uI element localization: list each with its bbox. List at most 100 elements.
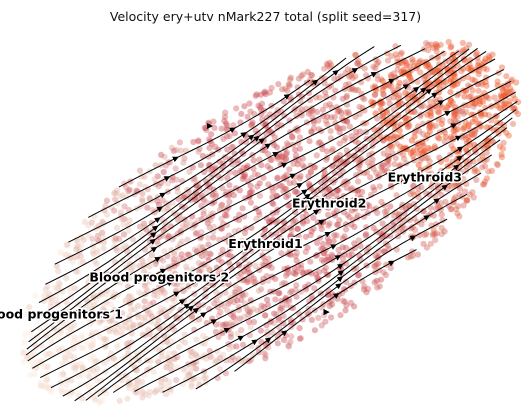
cell-point (126, 217, 133, 224)
cell-point (304, 244, 311, 251)
cell-point (430, 230, 437, 237)
cell-point (347, 299, 355, 306)
cell-point (226, 169, 233, 176)
cell-point (246, 100, 253, 107)
cell-point (455, 90, 462, 97)
cell-point (316, 202, 323, 209)
cell-point (291, 188, 299, 195)
cell-point (297, 109, 304, 117)
cell-point (208, 140, 215, 147)
cell-point (296, 134, 303, 141)
cell-point (60, 307, 67, 314)
cell-point (474, 168, 481, 175)
cell-point (238, 296, 245, 304)
cell-point (280, 218, 287, 225)
cell-point (442, 58, 449, 65)
cell-point (313, 152, 320, 159)
cell-point (274, 174, 281, 181)
cell-point (352, 113, 359, 120)
velocity-streamline (34, 50, 460, 320)
cell-point (276, 290, 283, 297)
cell-point (280, 154, 287, 161)
cell-point (161, 290, 168, 297)
cell-point (341, 298, 348, 305)
cell-point (283, 171, 290, 178)
cell-point (229, 143, 236, 150)
cell-point (262, 91, 269, 98)
cell-point (358, 90, 365, 98)
cell-point (292, 209, 299, 216)
cell-point (32, 292, 39, 299)
cell-point (140, 220, 148, 227)
cell-point (286, 82, 293, 89)
cell-point (256, 192, 264, 199)
cell-point (378, 164, 385, 171)
cell-point (314, 187, 321, 194)
cell-point (219, 271, 226, 278)
cell-point (210, 223, 217, 230)
cell-point (30, 364, 37, 371)
cell-point (281, 185, 288, 192)
cell-point (261, 89, 268, 96)
cell-point (280, 98, 287, 105)
cell-point (250, 275, 257, 282)
cell-point (240, 276, 248, 283)
cell-point (182, 194, 189, 201)
cell-point (208, 131, 215, 138)
cell-point (221, 117, 228, 125)
cell-point (471, 130, 478, 137)
cell-point (420, 208, 427, 215)
cell-point (94, 232, 101, 239)
cell-point (241, 173, 248, 180)
cell-point (407, 190, 414, 198)
cell-point (206, 266, 213, 274)
cell-point (47, 388, 54, 395)
cell-point (229, 253, 236, 260)
cell-point (216, 365, 223, 373)
cell-point (122, 297, 129, 305)
velocity-streamline (112, 154, 492, 393)
cell-point (290, 160, 297, 167)
cell-point (326, 101, 333, 108)
cell-point (140, 389, 147, 396)
cell-point (324, 113, 331, 120)
cell-point (376, 283, 383, 290)
cell-point (99, 397, 106, 404)
cell-point (498, 151, 505, 158)
cell-point (190, 138, 197, 146)
cell-point (111, 190, 118, 197)
cell-point (250, 318, 258, 326)
cell-point (325, 238, 332, 245)
cell-point (101, 308, 108, 315)
cell-point (404, 124, 411, 131)
cell-point (113, 190, 120, 197)
cell-point (99, 232, 106, 239)
cell-point (321, 267, 328, 274)
cell-point (188, 380, 195, 387)
cell-point (71, 334, 78, 341)
cell-point (393, 246, 400, 253)
cell-point (104, 315, 111, 322)
cell-point (310, 214, 317, 221)
cell-point (438, 224, 445, 232)
cell-point (342, 198, 349, 206)
cell-point (87, 344, 95, 351)
cell-point (482, 163, 489, 170)
cell-point (129, 324, 137, 331)
cell-point (357, 194, 364, 201)
cell-point (261, 226, 268, 233)
cell-point (432, 237, 439, 244)
cell-point (227, 319, 234, 326)
cell-point (73, 268, 80, 275)
cell-point (207, 353, 214, 360)
cell-point (480, 181, 487, 188)
cell-point (166, 357, 173, 364)
cell-point (363, 231, 370, 238)
cell-point (352, 128, 360, 135)
cell-point (433, 67, 440, 74)
cell-point (179, 238, 186, 245)
cell-point (429, 232, 436, 239)
cell-point (79, 363, 86, 370)
cell-point (405, 102, 412, 109)
cell-point (435, 79, 442, 86)
